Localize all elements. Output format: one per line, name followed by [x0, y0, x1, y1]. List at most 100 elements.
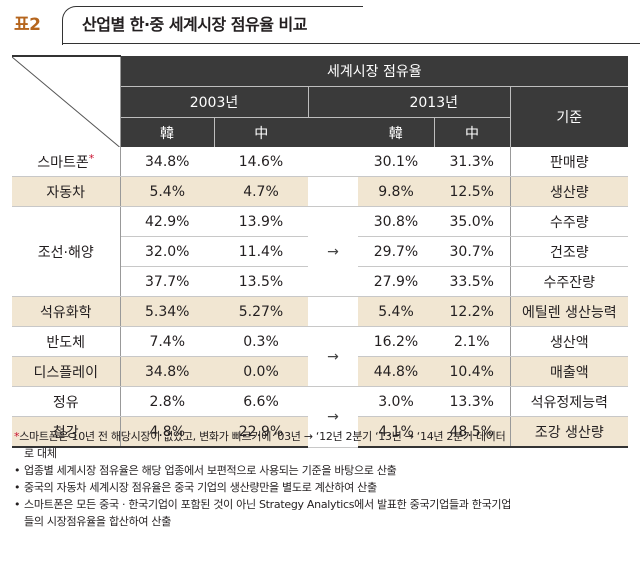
- industry-cell: 스마트폰*: [12, 147, 121, 177]
- basis-cell: 건조량: [510, 236, 629, 267]
- bullet-icon: •: [14, 464, 21, 477]
- footnote-text: 스마트폰은 10년 전 해당시장이 없었고, 변화가 빠르기에 ‘03년 → ‘…: [19, 430, 506, 443]
- header-arrow-spacer: [308, 86, 358, 118]
- value-cell: 11.4%: [214, 236, 308, 267]
- value-cell: 30.1%: [358, 147, 434, 177]
- arrow-icon: →: [308, 386, 358, 448]
- value-cell: 22.9%: [214, 416, 308, 448]
- table-row-steel: 철강 4.8% 22.9% 4.1% 48.5% 조강 생산량: [12, 416, 629, 448]
- value-cell: 10.4%: [434, 356, 511, 387]
- footnote-item-cont: 들의 시장점유율을 합산하여 산출: [24, 515, 172, 528]
- header-china-2003: 中: [214, 117, 308, 147]
- value-cell: 35.0%: [434, 206, 511, 237]
- value-cell: 5.4%: [120, 176, 214, 207]
- footnote-item: • 스마트폰은 모든 중국 · 한국기업이 포함된 것이 아닌 Strategy …: [14, 496, 630, 513]
- industry-cell: 철강: [12, 416, 121, 448]
- value-cell: 6.6%: [214, 386, 308, 417]
- header-korea-2013: 韓: [358, 117, 435, 147]
- value-cell: 42.9%: [120, 206, 214, 237]
- table-row-display: 디스플레이 34.8% 0.0% 44.8% 10.4% 매출액: [12, 356, 629, 387]
- value-cell: 4.8%: [120, 416, 214, 448]
- table-row-automobile: 자동차 5.4% 4.7% 9.8% 12.5% 생산량: [12, 176, 629, 207]
- arrow-spacer-cell: [308, 147, 358, 177]
- header-arrow-spacer-2: [308, 117, 358, 147]
- value-cell: 14.6%: [214, 147, 308, 177]
- table-row-semiconductor: 반도체 7.4% 0.3% → 16.2% 2.1% 생산액: [12, 326, 629, 387]
- corner-cell: [12, 55, 121, 147]
- table-row-shipbuilding-orders: 조선·해양 42.9% 13.9% → 30.8% 35.0% 수주량: [12, 206, 629, 297]
- table-row-petrochemical: 석유화학 5.34% 5.27% 5.4% 12.2% 에틸렌 생산능력: [12, 296, 629, 327]
- value-cell: 5.4%: [358, 296, 434, 327]
- footnote-star: *: [88, 151, 95, 165]
- table-row-smartphone: 스마트폰* 34.8% 14.6% 30.1% 31.3% 판매량: [12, 147, 629, 177]
- value-cell: 30.7%: [434, 236, 511, 267]
- footnote-star-line-cont: 로 대체: [24, 447, 57, 460]
- industry-label: 스마트폰: [37, 154, 89, 171]
- value-cell: 27.9%: [358, 266, 434, 297]
- figure-header: 표2 산업별 한·중 세계시장 점유율 비교: [0, 0, 640, 45]
- basis-cell: 수주잔량: [510, 266, 629, 297]
- value-cell: 2.8%: [120, 386, 214, 417]
- value-cell: 33.5%: [434, 266, 511, 297]
- value-cell: 0.0%: [214, 356, 308, 387]
- basis-cell: 매출액: [510, 356, 629, 387]
- industry-cell: 조선·해양: [12, 206, 121, 297]
- bullet-icon: •: [14, 498, 21, 511]
- footnote-text: 스마트폰은 모든 중국 · 한국기업이 포함된 것이 아닌 Strategy A…: [24, 498, 512, 511]
- basis-cell: 석유정제능력: [510, 386, 629, 417]
- value-cell: 32.0%: [120, 236, 214, 267]
- basis-cell: 생산액: [510, 326, 629, 357]
- basis-cell: 생산량: [510, 176, 629, 207]
- industry-cell: 반도체: [12, 326, 121, 357]
- value-cell: 5.27%: [214, 296, 308, 327]
- arrow-spacer-cell: [308, 176, 358, 207]
- value-cell: 48.5%: [434, 416, 511, 448]
- industry-cell: 정유: [12, 386, 121, 417]
- value-cell: 37.7%: [120, 266, 214, 297]
- value-cell: 44.8%: [358, 356, 434, 387]
- title-tab-frame: [62, 6, 363, 45]
- value-cell: 12.5%: [434, 176, 511, 207]
- footnote-text: 업종별 세계시장 점유율은 해당 업종에서 보편적으로 사용되는 기준을 바탕으…: [24, 464, 397, 477]
- footnote-star-mark: *: [14, 430, 20, 443]
- industry-cell: 디스플레이: [12, 356, 121, 387]
- value-cell: 12.2%: [434, 296, 511, 327]
- header-korea-2003: 韓: [120, 117, 215, 147]
- value-cell: 31.3%: [434, 147, 511, 177]
- value-cell: 13.3%: [434, 386, 511, 417]
- table-row-refining: 정유 2.8% 6.6% → 3.0% 13.3% 석유정제능력: [12, 386, 629, 448]
- table-row-shipbuilding-backlog: 37.7% 13.5% 27.9% 33.5% 수주잔량: [12, 266, 629, 297]
- value-cell: 16.2%: [358, 326, 434, 357]
- industry-cell: 자동차: [12, 176, 121, 207]
- value-cell: 0.3%: [214, 326, 308, 357]
- value-cell: 5.34%: [120, 296, 214, 327]
- header-year-2013: 2013년: [358, 86, 510, 118]
- header-group: 세계시장 점유율: [120, 56, 629, 87]
- basis-cell: 에틸렌 생산능력: [510, 296, 629, 327]
- corner-diagonal: [12, 57, 120, 147]
- value-cell: 34.8%: [120, 147, 214, 177]
- value-cell: 13.9%: [214, 206, 308, 237]
- value-cell: 30.8%: [358, 206, 434, 237]
- value-cell: 2.1%: [434, 326, 511, 357]
- arrow-spacer-cell: [308, 296, 358, 327]
- table-row-shipbuilding-built: 32.0% 11.4% 29.7% 30.7% 건조량: [12, 236, 629, 267]
- market-share-table: 세계시장 점유율 2003년 2013년 기준 韓 中 韓 中 스마트폰* 34…: [12, 55, 629, 448]
- footnote-star-line: *스마트폰은 10년 전 해당시장이 없었고, 변화가 빠르기에 ‘03년 → …: [14, 428, 630, 445]
- value-cell: 13.5%: [214, 266, 308, 297]
- bullet-icon: •: [14, 481, 21, 494]
- arrow-icon: →: [308, 326, 358, 387]
- value-cell: 9.8%: [358, 176, 434, 207]
- header-year-2003: 2003년: [120, 86, 309, 118]
- value-cell: 4.7%: [214, 176, 308, 207]
- footnote-text: 중국의 자동차 세계시장 점유율은 중국 기업의 생산량만을 별도로 계산하여 …: [24, 481, 377, 494]
- value-cell: 7.4%: [120, 326, 214, 357]
- basis-cell: 수주량: [510, 206, 629, 237]
- title-rule: [62, 43, 640, 44]
- footnote-item: • 업종별 세계시장 점유율은 해당 업종에서 보편적으로 사용되는 기준을 바탕…: [14, 462, 630, 479]
- industry-cell: 석유화학: [12, 296, 121, 327]
- value-cell: 4.1%: [358, 416, 434, 448]
- header-china-2013: 中: [434, 117, 510, 147]
- figure-label: 표2: [14, 15, 41, 35]
- figure-title: 산업별 한·중 세계시장 점유율 비교: [82, 15, 307, 34]
